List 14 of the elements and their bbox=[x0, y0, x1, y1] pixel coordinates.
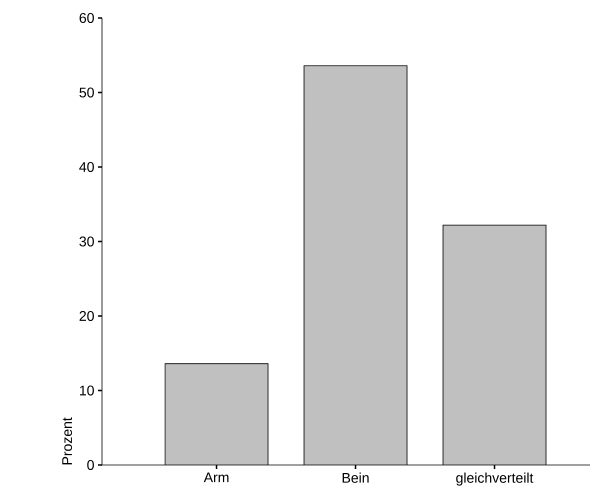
bar bbox=[165, 364, 268, 465]
y-axis-title: Prozent bbox=[62, 417, 72, 464]
x-tick-label: Arm bbox=[204, 472, 228, 482]
x-tick-label: gleichverteilt bbox=[456, 472, 534, 486]
y-tick-label: 40 bbox=[79, 162, 94, 172]
x-tick-label: Bein bbox=[342, 472, 369, 483]
y-tick-label: 0 bbox=[87, 460, 94, 470]
y-tick-label: 10 bbox=[80, 386, 94, 396]
y-tick-label: 50 bbox=[79, 88, 94, 98]
y-tick-label: 60 bbox=[80, 13, 94, 23]
y-tick-label: 20 bbox=[80, 311, 94, 321]
bar bbox=[442, 224, 546, 465]
bar bbox=[304, 66, 408, 465]
y-tick-label: 30 bbox=[79, 236, 94, 246]
